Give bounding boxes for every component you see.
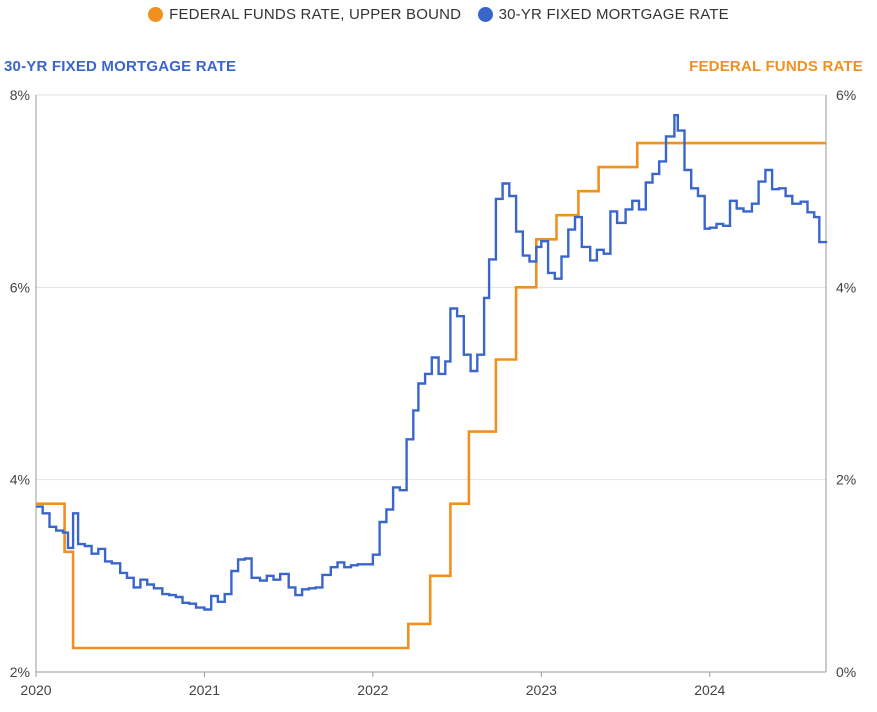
right-axis-title: FEDERAL FUNDS RATE [689, 58, 863, 75]
mortgage-rate-line [36, 114, 828, 611]
x-tick-label: 2022 [357, 682, 388, 698]
legend-label-fed: FEDERAL FUNDS RATE, UPPER BOUND [169, 6, 462, 23]
x-tick-label: 2024 [694, 682, 725, 698]
left-axis-title: 30-YR FIXED MORTGAGE RATE [4, 58, 237, 75]
legend-marker-mortgage [477, 7, 493, 22]
x-tick-label: 2020 [20, 682, 51, 698]
x-tick-label: 2023 [526, 682, 557, 698]
legend-label-mortgage: 30-YR FIXED MORTGAGE RATE [498, 6, 729, 23]
right-tick-label: 0% [836, 664, 856, 680]
legend-item-fed: FEDERAL FUNDS RATE, UPPER BOUND [148, 6, 461, 23]
left-tick-label: 4% [10, 472, 30, 488]
right-tick-label: 2% [836, 472, 856, 488]
chart-legend: FEDERAL FUNDS RATE, UPPER BOUND 30-YR FI… [0, 6, 877, 26]
legend-item-mortgage: 30-YR FIXED MORTGAGE RATE [477, 6, 729, 23]
x-tick-label: 2021 [189, 682, 220, 698]
right-tick-label: 4% [836, 279, 856, 295]
left-tick-label: 2% [10, 664, 30, 680]
right-tick-label: 6% [836, 87, 856, 103]
left-tick-label: 6% [10, 279, 30, 295]
fed-funds-line [36, 141, 826, 650]
legend-marker-fed [148, 7, 164, 22]
left-tick-label: 8% [10, 87, 30, 103]
